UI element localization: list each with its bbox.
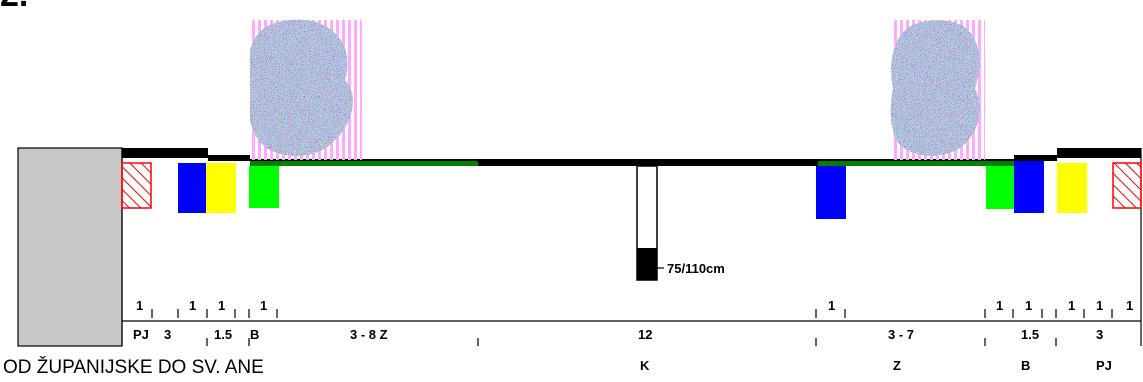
dim-lower-3-7: 3 - 7	[888, 327, 915, 342]
building-block	[17, 147, 123, 347]
tree-icon-left	[250, 19, 362, 160]
green-block-left	[249, 166, 279, 208]
dim-lower-pj-left: PJ	[133, 327, 149, 342]
dim-lower-3-right: 3	[1096, 327, 1104, 342]
dim-upper-4: 1	[260, 298, 268, 313]
hatched-block-right	[1112, 162, 1142, 209]
dim-upper-7: 1	[1025, 298, 1033, 313]
hatched-block-left	[121, 162, 152, 209]
dim-lower-1-5-left: 1.5	[214, 327, 233, 342]
dim-lower-b-left: B	[250, 327, 260, 342]
yellow-block-left	[206, 163, 236, 213]
blue-block-mid-right	[816, 166, 846, 219]
dim-lower-3-left: 3	[164, 327, 172, 342]
section-caption: OD ŽUPANIJSKE DO SV. ANE	[3, 357, 264, 378]
yellow-block-right	[1057, 163, 1087, 213]
center-pipe	[636, 165, 664, 281]
dim-upper-9: 1	[1096, 298, 1104, 313]
dim-upper-8: 1	[1068, 298, 1076, 313]
section-number: 2.	[0, 0, 28, 12]
zone-label-k: K	[640, 358, 650, 373]
green-block-right	[986, 166, 1014, 209]
dim-lower-1-5-right: 1.5	[1021, 327, 1040, 342]
zone-label-b: B	[1021, 358, 1031, 373]
pipe-depth-label: 75/110cm	[667, 261, 725, 276]
dimension-ticks-top	[151, 309, 1113, 318]
zone-label-z: Z	[893, 358, 901, 373]
dim-lower-12: 12	[638, 327, 653, 342]
blue-block-right	[1014, 161, 1044, 213]
zone-label-pj: PJ	[1096, 358, 1112, 373]
dim-lower-z-left: 3 - 8 Z	[350, 327, 388, 342]
dim-upper-2: 1	[189, 298, 197, 313]
dim-upper-5: 1	[828, 298, 836, 313]
tree-icon-right	[890, 20, 985, 160]
dim-upper-1: 1	[136, 298, 144, 313]
dim-upper-3: 1	[218, 298, 226, 313]
blue-block-left	[178, 163, 206, 213]
dimension-ticks-bottom	[206, 338, 1057, 346]
dim-upper-6: 1	[996, 298, 1004, 313]
dim-upper-10: 1	[1126, 298, 1134, 313]
